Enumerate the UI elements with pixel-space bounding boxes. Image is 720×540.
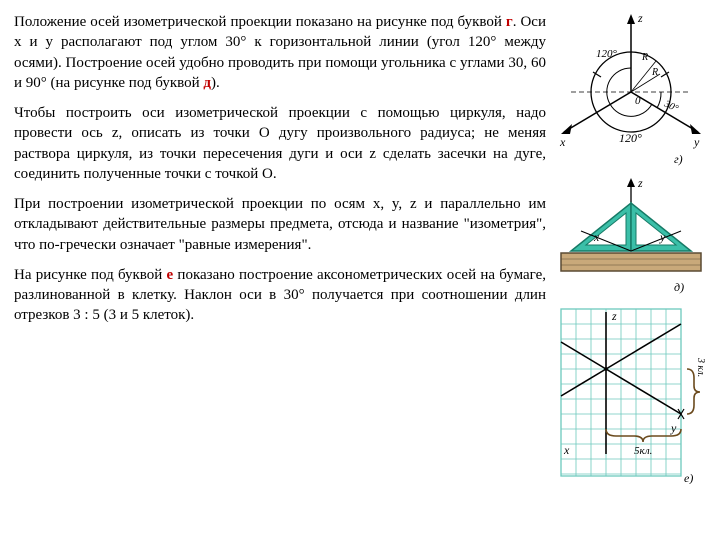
fig-g-label: г) bbox=[674, 152, 683, 166]
fig-d-x: x bbox=[593, 230, 600, 244]
p1-letter-d: д bbox=[203, 75, 211, 91]
figure-d-svg: z x y д) bbox=[556, 173, 706, 298]
fig-d-label: д) bbox=[674, 280, 684, 294]
figure-g-svg: z x y 120° 120° 30° R R 0 г) bbox=[556, 12, 706, 167]
fig-d-y: y bbox=[659, 230, 666, 244]
paragraph-3: При построении изометрической проекции п… bbox=[14, 194, 546, 255]
fig-g-y: y bbox=[693, 135, 700, 149]
fig-e-x: x bbox=[563, 443, 570, 457]
fig-e-three: 3 кл. bbox=[695, 357, 706, 377]
paragraph-2: Чтобы построить оси изометрической проек… bbox=[14, 103, 546, 184]
figure-e: z x y 5кл. 3 кл. е) bbox=[556, 304, 706, 484]
fig-g-x: x bbox=[559, 135, 566, 149]
figure-e-svg: z x y 5кл. 3 кл. е) bbox=[556, 304, 706, 484]
p1-text-a: Положение осей изометрической проекции п… bbox=[14, 14, 506, 30]
fig-e-y: y bbox=[670, 421, 677, 435]
figure-g: z x y 120° 120° 30° R R 0 г) bbox=[556, 12, 706, 167]
fig-g-r: R bbox=[641, 52, 648, 63]
page: Положение осей изометрической проекции п… bbox=[14, 12, 706, 484]
fig-g-angle2: 120° bbox=[619, 131, 642, 145]
fig-e-label: е) bbox=[684, 471, 693, 484]
fig-e-z: z bbox=[611, 309, 617, 323]
p1-text-c: ). bbox=[211, 75, 220, 91]
fig-g-o: 0 bbox=[635, 95, 641, 107]
figure-d: z x y д) bbox=[556, 173, 706, 298]
fig-g-r2: R bbox=[651, 67, 658, 78]
fig-d-z: z bbox=[637, 176, 643, 190]
fig-g-angle1: 120° bbox=[596, 48, 618, 60]
paragraph-4: На рисунке под буквой е показано построе… bbox=[14, 265, 546, 326]
text-column: Положение осей изометрической проекции п… bbox=[14, 12, 546, 484]
fig-g-z: z bbox=[637, 12, 643, 25]
fig-e-five: 5кл. bbox=[634, 445, 652, 457]
paragraph-1: Положение осей изометрической проекции п… bbox=[14, 12, 546, 93]
p4-text-a: На рисунке под буквой bbox=[14, 267, 167, 283]
figure-column: z x y 120° 120° 30° R R 0 г) bbox=[556, 12, 706, 484]
p1-letter-g: г bbox=[506, 14, 513, 30]
